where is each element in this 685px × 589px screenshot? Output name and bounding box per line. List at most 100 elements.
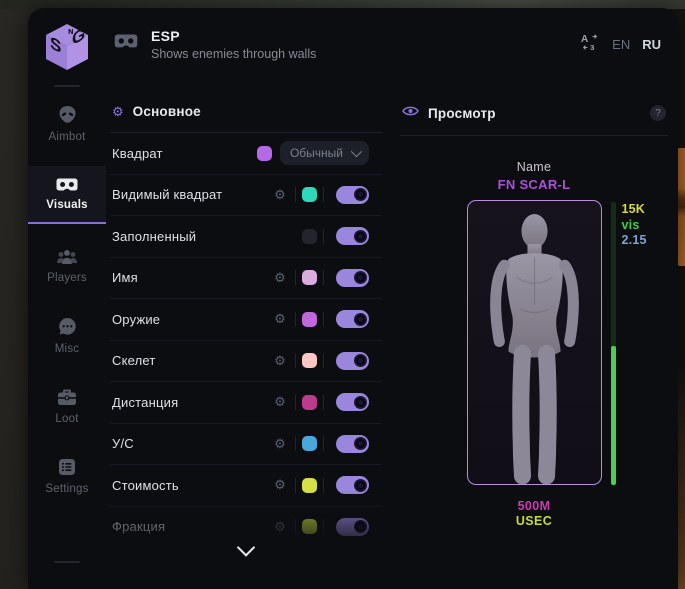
sidebar-item-settings[interactable]: Settings: [28, 448, 106, 504]
gear-icon: ⚙: [112, 104, 124, 119]
esp-distance-label: 2.15: [621, 233, 647, 247]
lang-ru-button[interactable]: RU: [642, 36, 661, 52]
dropdown-value: Обычный: [289, 146, 343, 161]
setting-label: Стоимость: [112, 477, 179, 493]
toggle-on[interactable]: [336, 351, 369, 370]
setting-label: Имя: [112, 270, 138, 286]
divider: [295, 519, 296, 535]
divider: [323, 477, 324, 493]
scroll-more-button[interactable]: [236, 537, 257, 558]
color-swatch[interactable]: [302, 353, 317, 369]
sidebar-item-label: Misc: [54, 343, 80, 355]
setting-row-weapon: Оружие ⚙: [110, 299, 382, 341]
divider: [295, 394, 296, 410]
color-swatch[interactable]: [302, 270, 317, 286]
goggles-icon: [56, 178, 78, 192]
color-swatch[interactable]: [302, 519, 317, 535]
divider: [295, 311, 296, 327]
list-icon: [58, 458, 76, 476]
setting-row-skeleton: Скелет ⚙: [110, 341, 382, 382]
color-swatch[interactable]: [302, 311, 317, 327]
divider: [295, 270, 296, 286]
sidebar-divider: [54, 85, 80, 87]
toggle-on[interactable]: [336, 227, 369, 246]
toggle-on[interactable]: [336, 268, 369, 287]
background-scene-top: [0, 0, 685, 9]
sidebar-item-aimbot[interactable]: Aimbot: [28, 96, 106, 152]
help-button[interactable]: ?: [650, 105, 666, 121]
toggle-on[interactable]: [336, 476, 369, 495]
players-icon: [56, 249, 78, 265]
toggle-on[interactable]: [336, 185, 369, 204]
setting-label: Квадрат: [112, 145, 163, 161]
section-title: Основное: [132, 104, 201, 119]
sidebar-item-misc[interactable]: Misc: [28, 308, 106, 364]
divider: [323, 436, 324, 452]
section-title: Просмотр: [428, 105, 496, 121]
gear-icon[interactable]: ⚙: [274, 269, 286, 285]
language-switcher: A з EN RU: [580, 32, 661, 57]
setting-row-name: Имя ⚙: [110, 258, 382, 299]
toggle-on[interactable]: [336, 517, 369, 536]
svg-text:G: G: [72, 23, 85, 49]
chevron-down-icon: [236, 538, 256, 557]
color-swatch[interactable]: [302, 477, 317, 493]
svg-text:S: S: [50, 33, 61, 58]
svg-text:ɴ: ɴ: [68, 26, 74, 36]
sidebar-item-label: Settings: [45, 482, 89, 495]
sidebar-item-visuals[interactable]: Visuals: [28, 166, 106, 224]
lang-en-button[interactable]: EN: [612, 36, 631, 52]
sidebar-item-players[interactable]: Players: [28, 238, 106, 294]
chat-dots-icon: [58, 317, 77, 336]
esp-side-labels: 15K vis 2.15: [622, 202, 647, 249]
setting-label: Дистанция: [112, 394, 179, 410]
color-swatch[interactable]: [302, 394, 317, 410]
setting-label: Заполненный: [112, 228, 197, 244]
app-logo-icon: S G ɴ: [41, 21, 93, 73]
sidebar-divider: [54, 561, 80, 563]
color-swatch[interactable]: [302, 436, 317, 452]
briefcase-icon: [57, 388, 77, 406]
page-subtitle: Shows enemies through walls: [151, 46, 317, 61]
background-scene-right: [676, 359, 685, 589]
color-swatch[interactable]: [256, 145, 272, 161]
gear-icon[interactable]: ⚙: [274, 394, 286, 410]
health-bar: [610, 202, 616, 485]
gear-icon[interactable]: ⚙: [274, 477, 286, 493]
color-swatch[interactable]: [302, 228, 317, 244]
cheat-menu-window: S G ɴ Aimbot: [28, 8, 678, 589]
sidebar-item-label: Players: [47, 271, 87, 284]
svg-text:з: з: [590, 42, 595, 52]
preview-weapon-name: FN SCAR-L: [497, 177, 571, 192]
toggle-on[interactable]: [336, 310, 369, 329]
section-header-preview: Просмотр ?: [400, 96, 668, 136]
gear-icon[interactable]: ⚙: [274, 518, 286, 534]
translate-icon[interactable]: A з: [580, 32, 600, 57]
gear-icon[interactable]: ⚙: [274, 186, 286, 202]
esp-box: [466, 200, 602, 485]
goggles-icon: [114, 34, 138, 54]
chevron-down-icon: [350, 146, 363, 158]
divider: [323, 353, 324, 369]
gear-icon[interactable]: ⚙: [274, 435, 286, 451]
divider: [323, 228, 324, 244]
divider: [295, 477, 296, 493]
sidebar: S G ɴ Aimbot: [28, 8, 106, 589]
divider: [323, 519, 324, 535]
setting-row-cost: Стоимость ⚙: [110, 465, 382, 507]
gear-icon[interactable]: ⚙: [274, 352, 286, 368]
square-type-dropdown[interactable]: Обычный: [279, 141, 369, 166]
toggle-on[interactable]: [336, 434, 369, 453]
setting-label: Видимый квадрат: [112, 187, 223, 203]
sidebar-item-label: Aimbot: [48, 131, 86, 143]
gear-icon[interactable]: ⚙: [274, 311, 286, 327]
sidebar-item-label: Visuals: [46, 198, 88, 211]
setting-row-ys: У/С ⚙: [110, 424, 382, 465]
toggle-on[interactable]: [336, 393, 369, 412]
esp-visibility-label: vis: [621, 217, 640, 232]
divider: [323, 311, 324, 327]
sidebar-item-loot[interactable]: Loot: [28, 378, 106, 434]
color-swatch[interactable]: [302, 187, 317, 203]
section-header-main: ⚙ Основное: [110, 96, 382, 133]
divider: [323, 270, 324, 286]
